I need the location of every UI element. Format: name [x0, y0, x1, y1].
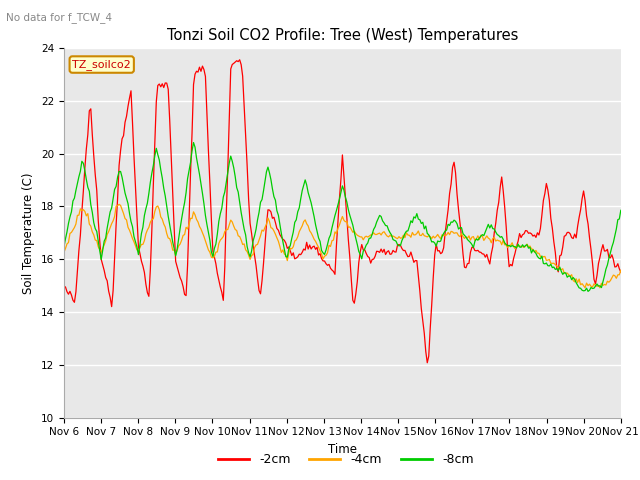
-8cm [198, 191, 206, 196]
Text: No data for f_TCW_4: No data for f_TCW_4 [6, 12, 113, 23]
-4cm [115, 202, 123, 207]
-2cm [617, 269, 625, 275]
Line: -8cm: -8cm [64, 143, 621, 291]
X-axis label: Time: Time [328, 443, 357, 456]
-4cm [252, 242, 260, 248]
-2cm [240, 103, 248, 108]
-8cm [584, 288, 592, 294]
-8cm [240, 226, 248, 232]
Line: -2cm: -2cm [64, 60, 621, 363]
-4cm [395, 234, 403, 240]
-8cm [340, 187, 348, 193]
-2cm [252, 263, 260, 268]
-8cm [189, 140, 197, 145]
Line: -4cm: -4cm [64, 204, 621, 288]
-8cm [598, 285, 605, 290]
-2cm [598, 247, 605, 253]
-2cm [395, 241, 403, 247]
-2cm [340, 173, 348, 179]
-4cm [198, 230, 206, 236]
Text: TZ_soilco2: TZ_soilco2 [72, 59, 131, 70]
-4cm [617, 267, 625, 273]
-8cm [395, 243, 403, 249]
Title: Tonzi Soil CO2 Profile: Tree (West) Temperatures: Tonzi Soil CO2 Profile: Tree (West) Temp… [166, 28, 518, 43]
Y-axis label: Soil Temperature (C): Soil Temperature (C) [22, 172, 35, 294]
-4cm [598, 280, 605, 286]
-4cm [340, 217, 348, 223]
-8cm [252, 227, 260, 232]
-4cm [60, 249, 68, 255]
Legend: -2cm, -4cm, -8cm: -2cm, -4cm, -8cm [212, 448, 479, 471]
-2cm [197, 69, 205, 74]
-8cm [60, 244, 68, 250]
-2cm [60, 283, 68, 289]
-2cm [236, 57, 243, 63]
-4cm [581, 285, 589, 291]
-2cm [424, 360, 431, 366]
-4cm [240, 241, 248, 247]
-8cm [617, 207, 625, 213]
